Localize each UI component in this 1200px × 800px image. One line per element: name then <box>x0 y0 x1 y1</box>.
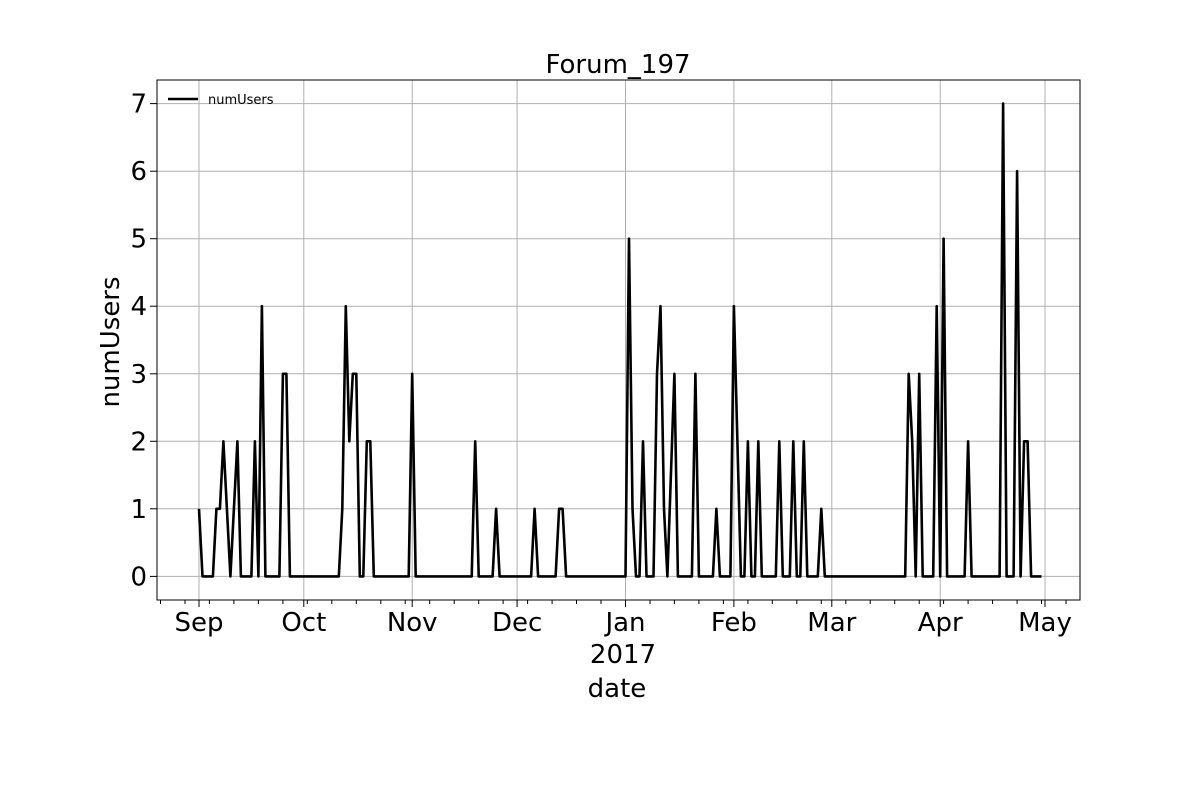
x-axis-year-label: 2017 <box>590 640 656 670</box>
x-tick-label: Sep <box>174 608 223 638</box>
x-tick-label: Dec <box>492 608 542 638</box>
y-tick-label: 3 <box>130 360 147 390</box>
legend-label-numUsers: numUsers <box>208 93 274 108</box>
series-line-numUsers <box>197 102 1042 578</box>
plot-frame <box>156 79 1081 601</box>
y-tick-label: 4 <box>130 292 147 322</box>
x-tick-label: Nov <box>387 608 438 638</box>
x-tick-label: Jan <box>603 608 645 638</box>
chart-title: Forum_197 <box>545 50 690 80</box>
y-tick-label: 2 <box>130 427 147 457</box>
x-tick-label: Mar <box>807 608 856 638</box>
y-axis-ticks: 0 1 2 3 4 5 6 7 <box>130 90 157 592</box>
x-axis-label: date <box>588 674 647 704</box>
y-axis-label: numUsers <box>96 276 126 407</box>
x-tick-label: May <box>1018 608 1072 638</box>
y-tick-label: 6 <box>130 157 147 187</box>
legend: numUsers <box>168 93 274 108</box>
x-tick-label: Apr <box>918 608 963 638</box>
y-tick-label: 0 <box>130 562 147 592</box>
x-tick-label: Feb <box>711 608 757 638</box>
x-tick-label: Oct <box>281 608 326 638</box>
x-axis-ticks: Sep Oct Nov Dec Jan Feb Mar Apr May <box>160 600 1072 638</box>
y-tick-label: 5 <box>130 225 147 255</box>
y-tick-label: 1 <box>130 495 147 525</box>
y-tick-label: 7 <box>130 90 147 120</box>
